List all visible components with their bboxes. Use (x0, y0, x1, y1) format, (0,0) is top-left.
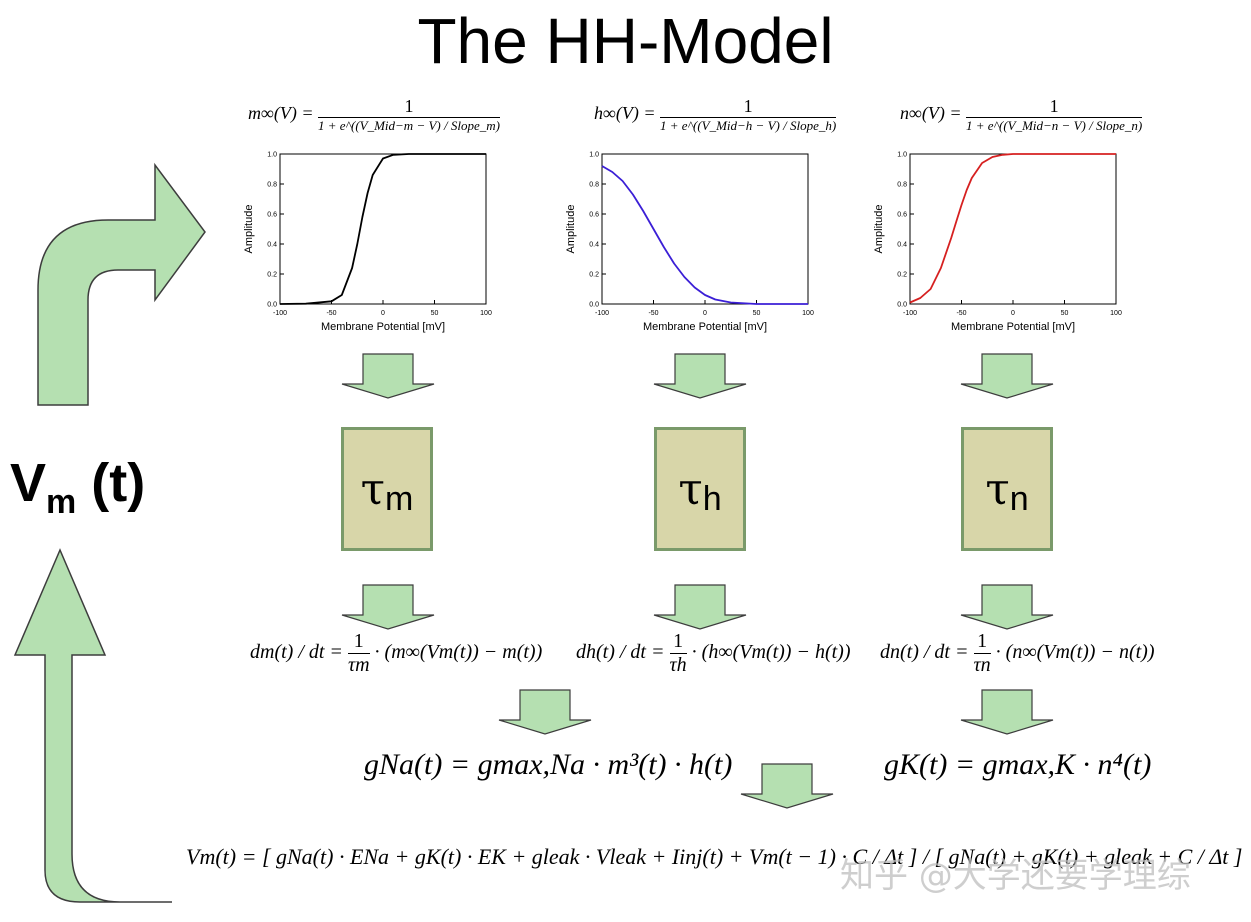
y-axis-label: Amplitude (873, 205, 885, 254)
x-axis-label: Membrane Potential [mV] (643, 321, 767, 333)
y-tick-label: 1.0 (267, 152, 277, 159)
y-tick-label: 0.8 (897, 182, 907, 189)
down-arrow-k (960, 689, 1054, 735)
vm-label: Vm (t) (10, 453, 146, 521)
h-inf-equation: h∞(V) = 1 1 + e^((V_Mid−h − V) / Slope_h… (594, 96, 837, 133)
down-arrow-m2 (341, 584, 435, 630)
x-tick-label: -50 (648, 310, 658, 317)
x-tick-label: 0 (1011, 310, 1015, 317)
x-tick-label: 0 (703, 310, 707, 317)
x-tick-label: 100 (802, 310, 814, 317)
plot-frame (601, 153, 809, 305)
y-tick-label: 0.0 (897, 302, 907, 309)
x-tick-label: 50 (431, 310, 439, 317)
x-tick-label: -50 (326, 310, 336, 317)
down-arrow-h2 (653, 584, 747, 630)
x-tick-label: 0 (381, 310, 385, 317)
g-na-equation: gNa(t) = gmax,Na · m³(t) · h(t) (364, 748, 733, 781)
y-tick-label: 0.2 (589, 272, 599, 279)
y-tick-label: 0.0 (267, 302, 277, 309)
y-tick-label: 0.6 (897, 212, 907, 219)
n-inf-equation: n∞(V) = 1 1 + e^((V_Mid−n − V) / Slope_n… (900, 96, 1143, 133)
curved-arrow-up (13, 548, 172, 903)
watermark: 知乎 @大学还要学理综 (840, 856, 1191, 896)
g-k-equation: gK(t) = gmax,K · n⁴(t) (884, 748, 1152, 781)
h-inf-chart: -100 -50 0 50 100 0.0 0.2 0.4 0.6 0.8 1.0 Membrane … (565, 152, 814, 334)
dh-dt-equation: dh(t) / dt = 1 τh · (h∞(Vm(t)) − h(t)) (576, 630, 851, 676)
y-tick-label: 0.4 (897, 242, 907, 249)
y-tick-label: 0.8 (267, 182, 277, 189)
down-arrow-vm (740, 763, 834, 809)
x-tick-label: -100 (273, 310, 287, 317)
y-tick-label: 0.6 (267, 212, 277, 219)
x-tick-label: -100 (595, 310, 609, 317)
curved-arrow-up-right (37, 162, 206, 406)
dm-dt-equation: dm(t) / dt = 1 τm · (m∞(Vm(t)) − m(t)) (250, 630, 543, 676)
n-inf-chart: -100 -50 0 50 100 0.0 0.2 0.4 0.6 0.8 1.0 Membrane … (873, 152, 1122, 334)
y-tick-label: 1.0 (897, 152, 907, 159)
x-tick-label: 50 (1061, 310, 1069, 317)
down-arrow-n1 (960, 353, 1054, 399)
x-tick-label: 100 (1110, 310, 1122, 317)
down-arrow-m1 (341, 353, 435, 399)
x-axis-label: Membrane Potential [mV] (321, 321, 445, 333)
down-arrow-h1 (653, 353, 747, 399)
m-inf-equation: m∞(V) = 1 1 + e^((V_Mid−m − V) / Slope_m… (248, 96, 500, 133)
y-tick-label: 0.2 (267, 272, 277, 279)
x-tick-label: 50 (753, 310, 761, 317)
y-tick-label: 0.6 (589, 212, 599, 219)
down-arrow-n2 (960, 584, 1054, 630)
n-inf-curve (909, 153, 1116, 304)
x-tick-label: -50 (956, 310, 966, 317)
x-axis-label: Membrane Potential [mV] (951, 321, 1075, 333)
y-tick-label: 0.4 (267, 242, 277, 249)
feedback-arrows (13, 162, 206, 903)
page-title: The HH-Model (417, 5, 834, 77)
y-tick-label: 0.2 (897, 272, 907, 279)
plot-frame (279, 153, 487, 305)
x-tick-label: -100 (903, 310, 917, 317)
dn-dt-equation: dn(t) / dt = 1 τn · (n∞(Vm(t)) − n(t)) (880, 630, 1155, 676)
y-tick-label: 1.0 (589, 152, 599, 159)
y-axis-label: Amplitude (565, 205, 577, 254)
m-inf-curve (279, 153, 486, 305)
m-inf-chart: -100 -50 0 50 100 0.0 0.2 0.4 0.6 0.8 1.0 Membrane … (243, 152, 492, 334)
x-tick-label: 100 (480, 310, 492, 317)
y-tick-label: 0.8 (589, 182, 599, 189)
y-tick-label: 0.4 (589, 242, 599, 249)
vm-update-equation: Vm(t) = [ gNa(t) · ENa + gK(t) · EK + gl… (186, 844, 1243, 869)
y-axis-label: Amplitude (243, 205, 255, 254)
y-tick-label: 0.0 (589, 302, 599, 309)
plot-frame (909, 153, 1117, 305)
down-arrow-na (498, 689, 592, 735)
h-inf-curve (601, 165, 808, 305)
